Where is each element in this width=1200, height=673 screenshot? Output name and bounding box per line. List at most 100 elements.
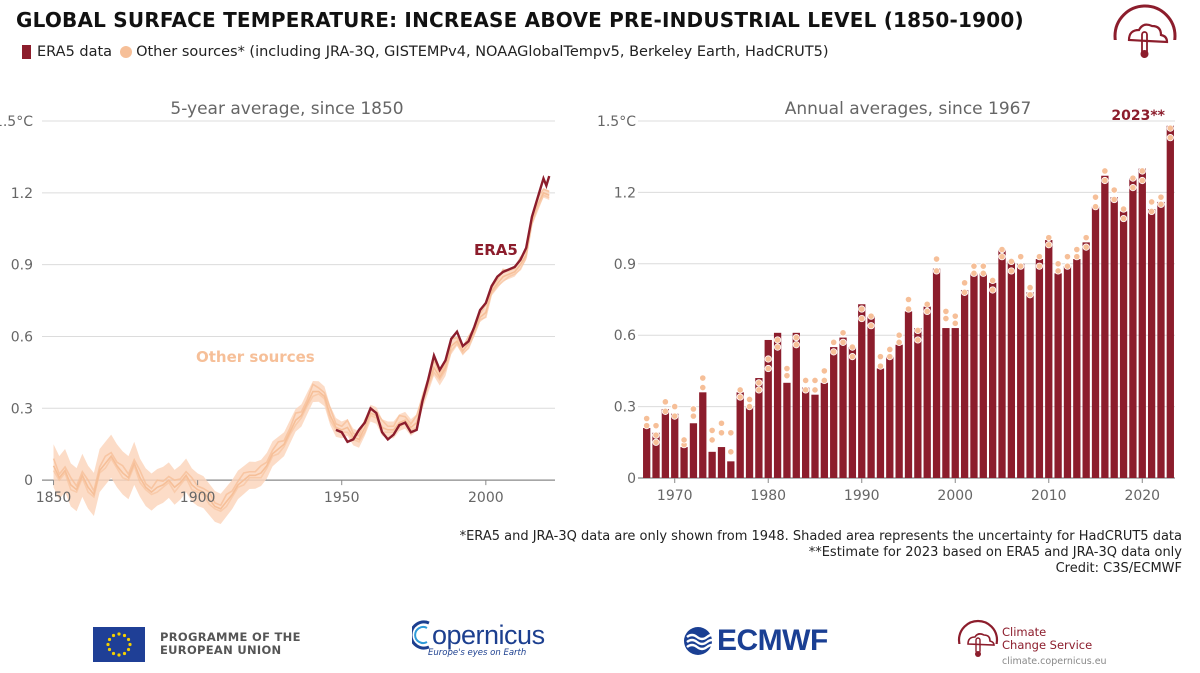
copernicus-c-icon (412, 620, 430, 650)
other-source-dot (717, 429, 726, 437)
other-source-dot (830, 348, 838, 356)
other-source-dot (1073, 245, 1081, 254)
other-source-dot (904, 305, 913, 313)
era5-bar (1147, 209, 1156, 478)
era5-bar (1054, 273, 1062, 478)
other-source-dot (961, 279, 969, 287)
other-source-dot (1091, 193, 1100, 201)
era5-bar (755, 378, 763, 478)
footnote-1: *ERA5 and JRA-3Q data are only shown fro… (459, 529, 1182, 544)
era5-bar (1110, 197, 1118, 478)
era5-bar (671, 413, 679, 478)
era5-bar (727, 461, 735, 478)
other-source-dot (932, 255, 941, 263)
other-source-dot (961, 288, 969, 296)
other-source-dot (858, 314, 866, 323)
era5-bar (745, 406, 754, 478)
copernicus-logo: opernicus Europe's eyes on Earth (412, 618, 545, 658)
other-source-dot (773, 336, 782, 344)
c3s-text: Climate Change Service (1002, 626, 1092, 652)
other-source-dot (979, 262, 987, 270)
other-source-dot (1017, 262, 1025, 270)
other-source-dot (671, 402, 679, 411)
left-chart-title: 5-year average, since 1850 (170, 99, 403, 119)
eu-flag-icon (93, 627, 145, 662)
other-source-dot (1073, 253, 1081, 261)
era5-bar (932, 268, 941, 478)
other-source-dot (867, 312, 875, 320)
other-source-dot (942, 307, 950, 315)
other-source-dot (1119, 205, 1128, 213)
other-source-line (52, 194, 550, 513)
other-source-dot (652, 438, 660, 446)
other-source-dot (1157, 193, 1165, 201)
other-source-dot (839, 338, 847, 346)
chart-title: GLOBAL SURFACE TEMPERATURE: INCREASE ABO… (16, 8, 1024, 32)
other-source-dot (699, 383, 707, 392)
footnote-2: **Estimate for 2023 based on ERA5 and JR… (808, 545, 1182, 560)
other-source-dot (727, 448, 735, 456)
left-y-tick-label: 0 (24, 473, 33, 489)
left-y-tick-label: 1.2 (11, 186, 33, 202)
era5-bar (886, 356, 894, 478)
era5-bar (820, 382, 828, 478)
right-x-tick-label: 2020 (1124, 488, 1160, 504)
right-x-tick-label: 1980 (750, 488, 786, 504)
other-source-dot (802, 376, 810, 385)
other-source-dot (792, 341, 800, 349)
era5-bar (979, 273, 987, 478)
other-source-dot (773, 343, 782, 351)
other-source-dot (839, 329, 847, 337)
era5-bar (942, 328, 950, 478)
right-y-tick-label: 1.2 (614, 185, 636, 201)
era5-bar (1017, 263, 1025, 478)
other-source-dot (998, 253, 1006, 261)
other-source-dot (1101, 167, 1109, 175)
other-source-dot (1054, 267, 1062, 275)
era5-bar (914, 328, 922, 478)
era5-bar (736, 392, 744, 478)
other-source-dot (689, 405, 698, 413)
era5-bar (1119, 211, 1128, 478)
era5-bar (792, 332, 800, 478)
other-source-dot (895, 338, 903, 346)
other-source-dot (1082, 234, 1090, 242)
other-source-dot (745, 402, 754, 411)
other-source-dot (886, 345, 894, 354)
other-source-dot (820, 376, 828, 385)
era5-bar (1082, 242, 1090, 478)
era5-bar (960, 289, 969, 478)
other-source-dot (643, 422, 651, 430)
other-source-dot (1045, 241, 1053, 249)
left-x-tick-label: 2000 (468, 490, 504, 506)
other-source-dot (1129, 174, 1137, 182)
era5-legend-swatch (22, 45, 31, 59)
legend-other-label: Other sources* (including JRA-3Q, GISTEM… (136, 44, 829, 60)
other-source-dot (951, 319, 959, 327)
other-source-dot (876, 362, 885, 370)
era5-bar (1129, 178, 1137, 478)
other-source-dot (989, 276, 997, 285)
era5-bar (1091, 206, 1100, 478)
other-source-dot (643, 414, 651, 423)
c3s-footer-icon (956, 619, 1000, 666)
other-source-dot (1129, 184, 1137, 192)
c3s-line-2: Change Service (1002, 638, 1093, 652)
era5-bar (867, 316, 875, 478)
five-year-average-chart: 0 0.3 0.6 0.9 1.2 1.5°C 1850 1900 1950 2000 5-yea… (0, 99, 555, 524)
other-source-line (52, 191, 550, 510)
other-source-dot (1082, 243, 1090, 251)
other-source-dot (1148, 207, 1156, 216)
other-source-dot (858, 305, 866, 313)
era5-bar (1035, 259, 1044, 478)
other-source-dot (1138, 176, 1146, 185)
era5-bar (783, 382, 791, 478)
other-source-dot (745, 395, 754, 404)
other-source-dot (802, 386, 810, 394)
other-source-dot (979, 269, 987, 277)
other-source-dot (699, 374, 707, 382)
era5-bar (904, 311, 913, 478)
era5-bar (858, 304, 866, 478)
other-source-dot (830, 338, 838, 346)
other-source-dot (1017, 253, 1025, 261)
